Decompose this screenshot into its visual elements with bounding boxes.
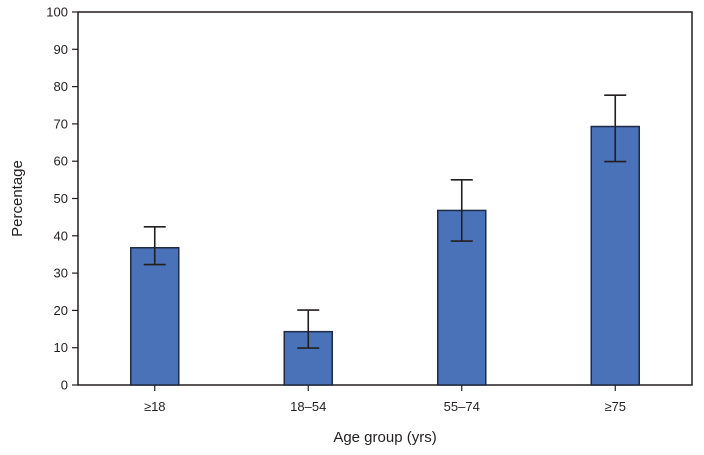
error-bar (143, 226, 166, 266)
x-tick-label: 55–74 (444, 399, 480, 414)
y-tick-label: 30 (54, 266, 68, 281)
bar (590, 125, 640, 386)
x-tick-label: ≥75 (604, 399, 626, 414)
error-bar (450, 179, 473, 242)
x-tick-label: ≥18 (144, 399, 166, 414)
x-axis-title: Age group (yrs) (333, 429, 436, 446)
bar (130, 246, 180, 386)
x-axis: ≥18 18–54 55–74 ≥75 (144, 385, 626, 414)
y-tick-label: 50 (54, 191, 68, 206)
y-tick-label: 60 (54, 154, 68, 169)
y-tick-label: 20 (54, 303, 68, 318)
error-bar (604, 94, 627, 163)
y-tick-label: 0 (61, 378, 68, 393)
y-axis: 0 10 20 30 40 50 60 70 80 90 100 (46, 5, 78, 393)
y-tick-label: 80 (54, 79, 68, 94)
bars (130, 125, 640, 386)
y-tick-label: 100 (46, 5, 68, 20)
y-axis-title: Percentage (9, 160, 26, 237)
y-tick-label: 90 (54, 42, 68, 57)
error-bars (143, 94, 627, 349)
y-tick-label: 70 (54, 116, 68, 131)
y-tick-label: 40 (54, 228, 68, 243)
x-tick-label: 18–54 (290, 399, 326, 414)
error-bar (297, 309, 320, 349)
y-tick-label: 10 (54, 340, 68, 355)
